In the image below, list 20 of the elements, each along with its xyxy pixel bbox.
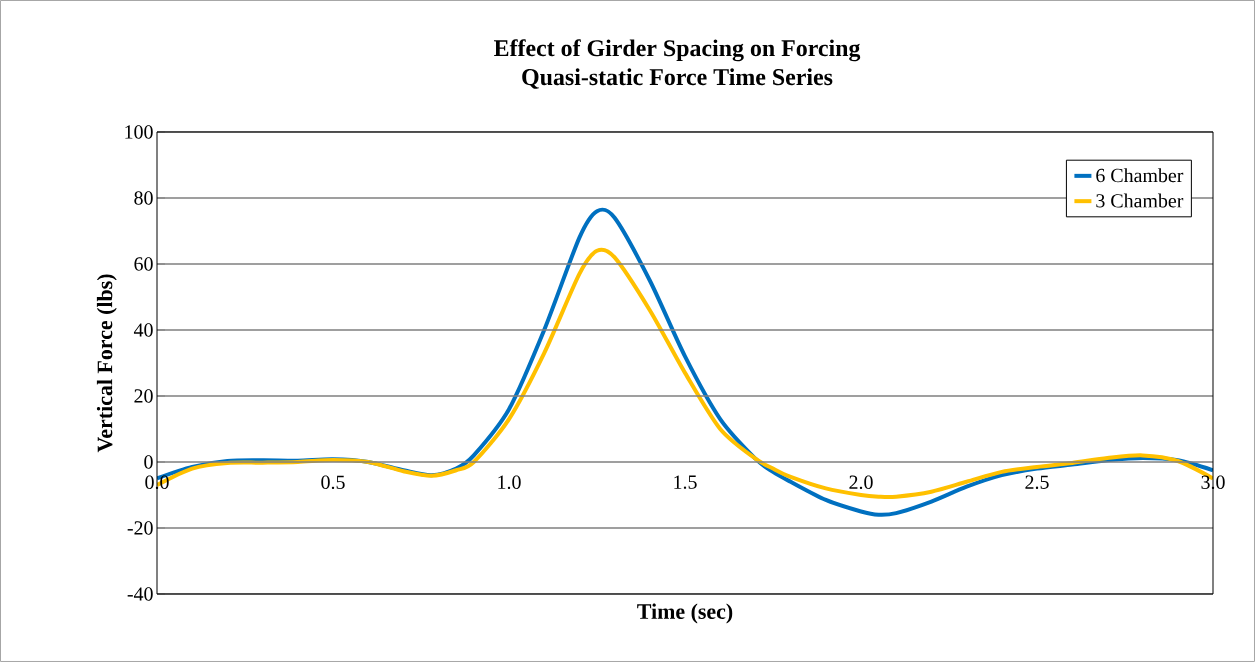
- y-tick-label: 80: [134, 191, 153, 205]
- x-tick-label: 2.5: [1025, 475, 1049, 489]
- legend-label: 3 Chamber: [1096, 193, 1184, 208]
- x-tick-label: 2.0: [849, 475, 873, 490]
- chart-title: Effect of Girder Spacing on Forcing: [494, 39, 861, 62]
- y-tick-label: 0: [144, 455, 153, 469]
- x-axis-title: Time (sec): [637, 603, 733, 624]
- y-tick-label: 20: [134, 389, 153, 403]
- x-tick-label: 1.5: [674, 475, 697, 489]
- x-tick-label: 3.0: [1201, 475, 1225, 490]
- x-tick-label: 1.0: [498, 475, 521, 490]
- y-tick-label: -20: [127, 521, 153, 535]
- y-tick-label: 60: [134, 257, 153, 271]
- y-tick-label: 40: [133, 323, 153, 337]
- y-axis-title: Vertical Force (lbs): [96, 274, 117, 453]
- x-tick-label: 0.5: [321, 475, 345, 490]
- legend-label: 6 Chamber: [1096, 168, 1184, 183]
- y-tick-label: 100: [125, 125, 153, 139]
- chart-subtitle: Quasi-static Force Time Series: [522, 68, 833, 89]
- y-tick-label: -40: [127, 587, 153, 601]
